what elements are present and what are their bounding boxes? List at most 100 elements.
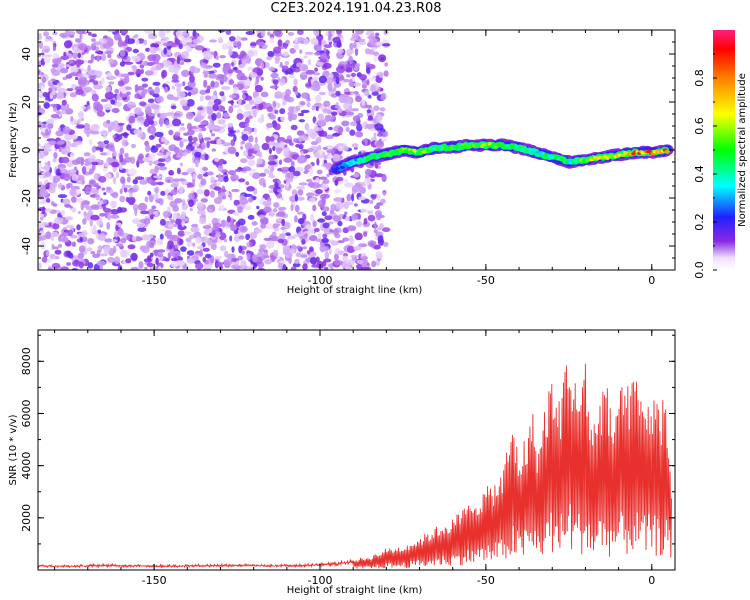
noise-blob: [212, 95, 217, 100]
noise-blob: [73, 138, 77, 143]
noise-blob: [293, 44, 299, 51]
noise-blob: [69, 205, 73, 209]
noise-blob: [318, 75, 327, 84]
noise-blob: [172, 205, 179, 212]
noise-blob: [137, 227, 147, 232]
noise-blob: [276, 217, 283, 223]
noise-blob: [306, 250, 311, 255]
noise-blob: [95, 193, 101, 201]
noise-blob: [351, 143, 359, 148]
noise-blob: [296, 130, 305, 136]
noise-blob: [245, 233, 251, 240]
snr-series-line: [38, 363, 672, 569]
y-tick-label: -20: [20, 189, 33, 207]
noise-blob: [314, 94, 322, 103]
noise-blob: [331, 111, 338, 116]
noise-blob: [248, 197, 254, 203]
noise-blob: [72, 260, 81, 267]
noise-blob: [296, 211, 305, 215]
noise-blob: [260, 223, 267, 229]
noise-blob: [93, 101, 101, 109]
x-tick-label: -100: [308, 274, 333, 287]
noise-blob: [134, 208, 138, 217]
noise-blob: [132, 65, 138, 73]
noise-blob: [110, 209, 120, 215]
noise-blob: [254, 84, 263, 93]
noise-blob: [178, 178, 186, 182]
noise-blob: [113, 150, 118, 157]
noise-blob: [337, 220, 343, 227]
noise-blob: [95, 158, 102, 163]
noise-blob: [106, 119, 111, 124]
noise-blob: [382, 191, 387, 196]
noise-blob: [363, 178, 372, 186]
noise-blob: [227, 45, 234, 51]
noise-blob: [203, 137, 212, 141]
noise-blob: [278, 206, 287, 211]
noise-blob: [295, 143, 300, 148]
noise-blob: [137, 116, 144, 121]
noise-blob: [363, 217, 368, 225]
noise-blob: [41, 256, 48, 263]
noise-blob: [245, 31, 255, 35]
noise-blob: [383, 70, 389, 77]
noise-blob: [103, 103, 113, 110]
noise-blob: [241, 250, 245, 255]
noise-blob: [354, 256, 358, 262]
noise-blob: [181, 36, 186, 44]
noise-blob: [384, 62, 389, 67]
noise-blob: [294, 193, 298, 202]
noise-blob: [228, 130, 236, 134]
noise-blob: [50, 85, 59, 89]
noise-blob: [98, 176, 107, 183]
noise-blob: [154, 43, 160, 49]
noise-blob: [367, 240, 377, 248]
noise-blob: [370, 84, 376, 93]
noise-blob: [341, 145, 349, 151]
noise-blob: [340, 35, 344, 43]
y-axis-label: Frequency (Hz): [8, 102, 19, 178]
noise-blob: [117, 228, 124, 237]
noise-blob: [364, 168, 372, 176]
noise-blob: [355, 264, 363, 269]
x-tick-label: 0: [648, 274, 655, 287]
noise-blob: [332, 231, 338, 235]
noise-blob: [192, 143, 200, 148]
noise-blob: [154, 266, 158, 270]
noise-blob: [373, 105, 380, 111]
noise-blob: [328, 126, 333, 131]
noise-blob: [294, 215, 298, 223]
noise-blob: [59, 68, 69, 74]
noise-blob: [66, 262, 72, 266]
noise-blob: [100, 98, 109, 103]
noise-blob: [236, 54, 244, 59]
noise-blob: [374, 115, 379, 121]
noise-blob: [302, 246, 307, 250]
noise-blob: [325, 77, 334, 85]
noise-blob: [92, 41, 102, 46]
noise-blob: [99, 253, 108, 257]
noise-blob: [159, 119, 163, 128]
noise-blob: [159, 233, 164, 240]
noise-blob: [201, 141, 206, 150]
noise-blob: [91, 161, 99, 166]
noise-blob: [145, 47, 151, 52]
noise-blob: [226, 253, 234, 260]
noise-blob: [280, 116, 286, 122]
noise-blob: [366, 109, 372, 114]
noise-blob: [174, 244, 179, 249]
noise-blob: [58, 147, 62, 152]
noise-blob: [196, 188, 204, 195]
noise-blob: [336, 176, 344, 182]
noise-blob: [336, 30, 343, 35]
noise-blob: [200, 120, 209, 125]
noise-blob: [240, 158, 248, 164]
noise-blob: [52, 158, 57, 163]
colorbar-label: Normalized spectral amplitude: [737, 73, 748, 227]
noise-blob: [350, 121, 358, 127]
noise-blob: [305, 164, 311, 170]
noise-blob: [322, 62, 332, 69]
noise-blob: [167, 51, 172, 56]
noise-blob: [43, 102, 50, 109]
